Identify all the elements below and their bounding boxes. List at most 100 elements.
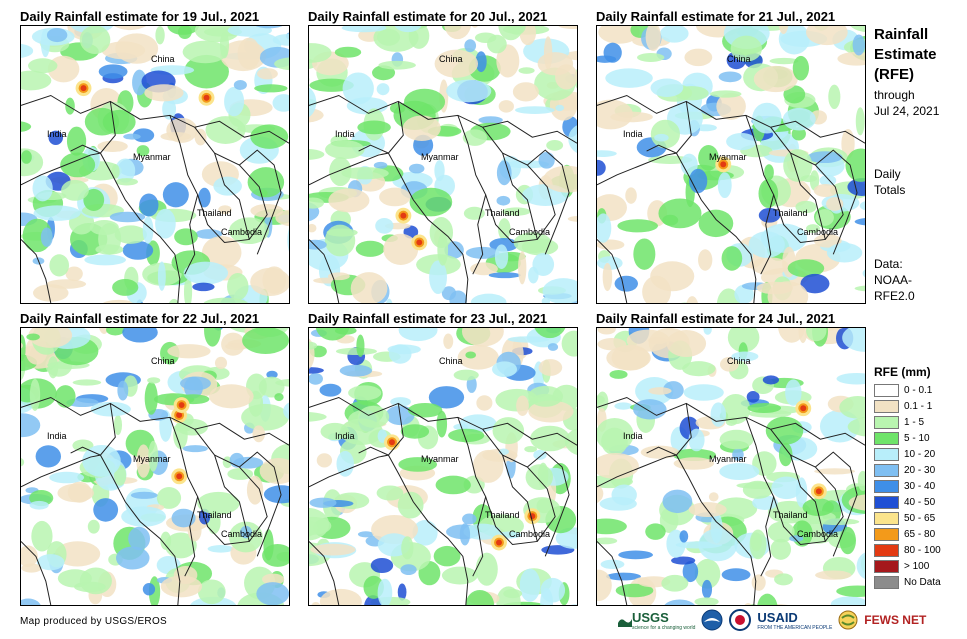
data-source-line-2: RFE2.0 [874,289,915,303]
rain-blob [433,545,461,567]
rain-blob [168,298,180,303]
rain-blob [836,585,865,597]
rain-blob [625,187,637,204]
rain-blob [778,328,806,343]
legend-item: 5 - 10 [874,430,941,446]
rain-blob [28,58,58,74]
rain-blob [694,558,721,589]
rain-blob [113,26,147,31]
rain-blob [66,126,87,156]
rain-blob [852,34,865,56]
rain-blob [448,428,485,443]
rain-blob [597,417,634,452]
country-border [214,152,250,240]
rainfall-map-svg [309,328,577,605]
rain-blob [194,128,207,146]
rain-blob [29,378,41,412]
rain-blob [498,218,511,241]
rain-blob [49,471,85,484]
rain-blob [672,448,717,462]
rain-blob [21,342,23,349]
rain-blob [155,208,176,239]
usgs-tagline: science for a changing world [632,624,696,631]
rain-blob [437,233,449,266]
legend-swatch [874,463,899,477]
rain-blob [710,512,723,544]
rain-blob [726,133,757,151]
rain-blob [719,463,760,481]
rain-blob [689,168,708,194]
rain-blob [461,328,504,347]
rainfall-map-svg [597,328,865,605]
rain-blob [334,46,362,58]
rain-blob [662,381,684,400]
country-border [21,454,181,605]
rain-blob [806,328,827,342]
rain-blob [519,568,541,602]
rain-blob [398,328,438,342]
rain-blob [597,159,606,176]
rain-blob [184,376,203,399]
legend-swatch [874,543,899,557]
rain-blob [246,475,264,505]
rain-blob [457,344,499,370]
rain-blob [274,57,289,71]
rain-blob [84,254,127,266]
country-border [770,126,844,243]
legend-swatch [874,447,899,461]
rain-blob [171,508,196,528]
rain-blob [197,579,226,605]
rain-blob [546,139,564,151]
rain-blob [250,124,289,149]
rain-blob [645,523,666,540]
rain-blob [250,267,289,297]
legend-label: 5 - 10 [904,432,930,444]
legend-item: 65 - 80 [874,526,941,542]
rain-blob [252,425,265,443]
rain-blob [378,60,416,70]
heavy-rain-spot [389,439,395,446]
rain-blob [791,126,806,141]
rain-blob [370,557,394,574]
rain-blob [87,519,100,534]
rain-blob [115,178,139,186]
rain-blob [272,34,289,46]
legend-label: > 100 [904,560,930,572]
rain-blob [182,445,208,453]
rain-blob [428,386,465,409]
legend-label: 1 - 5 [904,416,925,428]
usgs-text: USGS [632,609,669,625]
rain-blob [309,87,317,117]
rfe-title: Rainfall Estimate (RFE) [874,25,937,85]
rain-blob [82,444,121,477]
rain-blob [156,487,182,509]
rain-blob [518,67,535,74]
rain-blob [123,133,141,140]
rfe-title-line-3: (RFE) [874,66,914,83]
legend-label: 20 - 30 [904,464,936,476]
heavy-rain-spot [815,488,822,495]
rain-blob [686,296,698,303]
country-label-thailand: Thailand [197,208,232,218]
rain-blob [633,238,656,270]
rain-blob [443,333,454,350]
country-label-myanmar: Myanmar [709,454,747,464]
rain-blob [854,218,865,226]
rain-blob [806,26,848,46]
rain-blob [767,281,809,303]
country-border [482,428,556,545]
legend-swatch [874,399,899,413]
rain-blob [309,367,324,374]
rain-blob [325,140,365,160]
rain-blob [222,456,233,469]
rain-blob [758,179,779,208]
country-border [309,396,577,446]
rain-blob [778,26,810,55]
rain-blob [774,573,793,586]
legend-label: 50 - 65 [904,512,936,524]
rain-blob [444,26,472,40]
rain-blob [109,211,146,223]
daily-totals: Daily Totals [874,166,905,198]
country-border [527,451,570,557]
country-label-thailand: Thailand [485,208,520,218]
